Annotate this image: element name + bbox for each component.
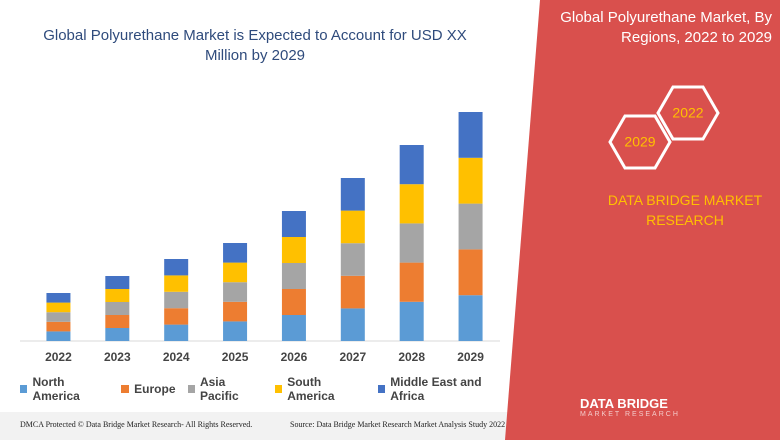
legend-swatch <box>377 385 386 393</box>
x-tick-label: 2028 <box>398 350 425 364</box>
bar-segment <box>458 112 483 158</box>
x-tick-label: 2029 <box>457 350 484 364</box>
x-tick-label: 2027 <box>339 350 366 364</box>
bar-segment <box>281 263 306 289</box>
bar-segment <box>105 276 130 289</box>
badge: 2029 <box>624 134 655 150</box>
plot: 2022 2023 2024 2025 2026 2027 2028 2029 <box>45 112 484 364</box>
bar-segment <box>46 293 71 303</box>
logo-tagline: MARKET RESEARCH <box>580 411 680 418</box>
bar-segment <box>223 243 248 263</box>
bar-segment <box>223 262 248 283</box>
bar-segment <box>458 203 483 250</box>
legend-item: Middle East and Africa <box>377 375 510 403</box>
bar-segment <box>46 312 71 322</box>
bar-segment <box>164 259 189 276</box>
legend-label: Middle East and Africa <box>390 375 482 403</box>
x-tick-label: 2022 <box>45 350 72 364</box>
bar-segment <box>281 237 306 263</box>
chart-title: Global Polyurethane Market is Expected t… <box>43 27 467 64</box>
x-tick-label: 2026 <box>281 350 308 364</box>
bar-segment <box>458 157 483 204</box>
legend-label: Europe <box>134 382 176 396</box>
bar-segment <box>105 328 130 341</box>
legend-item: North America <box>20 375 109 403</box>
bar-segment <box>164 275 189 292</box>
bar-segment <box>164 291 189 309</box>
legend-item: Europe <box>121 375 176 403</box>
hexagon <box>656 85 720 141</box>
bar-segment <box>164 324 189 341</box>
bar-segment <box>46 321 71 332</box>
bar-segment <box>399 184 424 224</box>
bar-segment <box>340 243 365 276</box>
bar-segment <box>458 295 483 341</box>
legend-swatch <box>274 385 283 393</box>
bar-segment <box>281 211 306 237</box>
bar-segment <box>46 331 71 341</box>
bar-segment <box>399 223 424 263</box>
bar-segment <box>164 308 189 325</box>
footer-right: Source: Data Bridge Market Research Mark… <box>290 420 506 429</box>
x-tick-label: 2023 <box>104 350 131 364</box>
legend-label: South America <box>287 375 335 403</box>
bar-segment <box>223 301 248 322</box>
company-name: DATA BRIDGE MARKET RESEARCH <box>607 192 763 228</box>
bar-segment <box>105 315 130 328</box>
panel-title: Global Polyurethane Market, By Regions, … <box>560 9 772 46</box>
legend-swatch <box>187 385 195 393</box>
x-tick-label: 2024 <box>163 350 190 364</box>
bar-segment <box>281 289 306 315</box>
bar-segment <box>340 210 365 244</box>
legend-swatch <box>20 385 28 393</box>
bar-segment <box>340 178 365 211</box>
legend: North America Europe Asia Pacific South Ame… <box>20 375 510 403</box>
bar-segment <box>105 302 130 315</box>
bar-segment <box>223 321 248 341</box>
bar-segment <box>399 145 424 185</box>
side-panel <box>505 0 780 440</box>
footer-left: DMCA Protected © Data Bridge Market Rese… <box>20 420 253 429</box>
logo-name: DATA BRIDGE <box>580 396 668 411</box>
bar-segment <box>223 282 248 302</box>
hexagon <box>608 114 672 170</box>
legend-item: Asia Pacific <box>187 375 263 403</box>
bar-segment <box>399 262 424 302</box>
bar-segment <box>105 289 130 302</box>
bar-segment <box>340 275 365 309</box>
bar-segment <box>281 315 306 341</box>
legend-swatch <box>121 385 130 393</box>
bar-segment <box>399 301 424 341</box>
logo: DATA BRIDGE MARKET RESEARCH <box>580 396 680 418</box>
x-tick-label: 2025 <box>222 350 249 364</box>
legend-item: South America <box>274 375 366 403</box>
badge: 2022 <box>672 105 703 121</box>
bar-segment <box>340 308 365 341</box>
legend-label: North America <box>32 375 80 403</box>
legend-label: Asia Pacific <box>199 375 239 403</box>
bar-segment <box>46 302 71 313</box>
bar-segment <box>458 249 483 296</box>
